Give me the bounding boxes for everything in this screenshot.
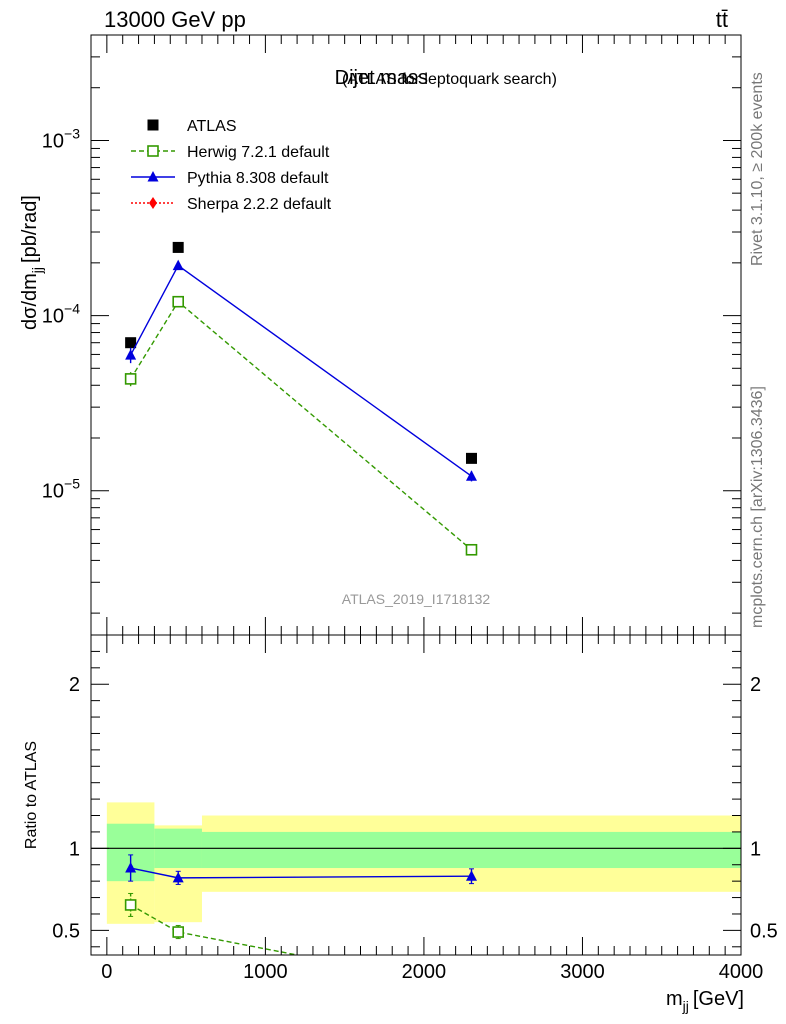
header-energy-label: 13000 GeV pp — [104, 7, 246, 32]
x-title-main: m — [666, 988, 683, 1010]
ratio-data-point — [125, 862, 137, 873]
ratio-plot-frame — [90, 634, 742, 956]
x-tick-label: 2000 — [402, 961, 447, 983]
ratio-y-tick-label-right: 2 — [750, 674, 761, 696]
x-axis-title: mjj [GeV] — [666, 988, 744, 1014]
main-data-point — [172, 259, 184, 271]
ratio-plot-panel: 0.5 0.5 1 1 2 2 0 1000 2000 3000 4000 Ratio to ATL… — [23, 634, 778, 1014]
ratio-data-layer — [124, 854, 477, 956]
y-tick-base: 10 — [42, 130, 64, 152]
main-data-point — [172, 295, 184, 308]
main-axis-ticks: 10−310−410−5 — [42, 34, 742, 635]
analysis-watermark: ATLAS_2019_I1718132 — [342, 591, 491, 607]
ratio-y-tick-label-left: 1 — [69, 838, 80, 860]
main-data-point — [465, 543, 478, 556]
ratio-y-tick-label-left: 0.5 — [52, 920, 80, 942]
y-tick-exponent: −3 — [64, 125, 80, 141]
ratio-data-point — [172, 926, 184, 938]
rivet-version-label: Rivet 3.1.10, ≥ 200k events — [749, 72, 766, 266]
legend-label-sherpa: Sherpa 2.2.2 default — [187, 196, 332, 213]
ratio-uncertainty-bands — [91, 802, 742, 924]
y-title-subscript: jj — [29, 267, 45, 274]
ratio-data-point — [124, 899, 137, 911]
y-tick-label: 10−5 — [42, 476, 80, 503]
y-tick-base: 10 — [42, 306, 64, 328]
y-tick-exponent: −4 — [64, 301, 80, 317]
ratio-y-tick-label-right: 0.5 — [750, 920, 778, 942]
legend-label-atlas: ATLAS — [187, 118, 237, 135]
main-series-line — [130, 300, 472, 551]
main-y-axis-title: dσ/dmjj [pb/rad] — [19, 195, 45, 330]
main-data-point — [125, 337, 137, 349]
main-plot-panel: 10−310−410−5 Dijet mass (ATLAS for lepto… — [19, 34, 742, 636]
x-tick-label: 1000 — [243, 961, 288, 983]
ratio-data-point — [465, 870, 477, 881]
main-data-point — [124, 373, 137, 385]
ratio-series-line — [130, 904, 298, 956]
legend: ATLAS Herwig 7.2.1 default Pythia 8.308 … — [131, 118, 332, 213]
main-data-point — [465, 452, 477, 464]
y-tick-exponent: −5 — [64, 476, 80, 492]
y-tick-label: 10−4 — [42, 301, 80, 328]
legend-label-herwig: Herwig 7.2.1 default — [187, 144, 330, 161]
ratio-axis-ticks: 0.5 0.5 1 1 2 2 0 1000 2000 3000 4000 — [52, 635, 778, 983]
x-tick-label: 3000 — [560, 961, 605, 983]
legend-marker — [147, 119, 159, 131]
chart-subtitle: (ATLAS for leptoquark search) — [342, 71, 557, 88]
x-title-subscript: jj — [682, 998, 689, 1014]
header-process-label: tt̄ — [716, 7, 728, 32]
chart-title: Dijet mass — [335, 67, 428, 89]
legend-marker — [147, 145, 159, 157]
x-tick-label: 4000 — [719, 961, 764, 983]
y-tick-base: 10 — [42, 481, 64, 503]
main-data-point — [125, 349, 137, 360]
ratio-y-axis-title: Ratio to ATLAS — [23, 741, 40, 849]
mcplots-reference-label: mcplots.cern.ch [arXiv:1306.3436] — [749, 386, 766, 628]
legend-marker — [149, 197, 157, 209]
inner-band — [201, 831, 742, 869]
main-data-point — [172, 241, 184, 253]
y-title-unit: [pb/rad] — [19, 195, 41, 263]
ratio-y-tick-label-left: 2 — [69, 674, 80, 696]
x-title-unit: [GeV] — [693, 988, 744, 1010]
y-title-text: dσ/dmjj [pb/rad] — [19, 195, 45, 330]
ratio-y-tick-label-right: 1 — [750, 838, 761, 860]
y-tick-label: 10−3 — [42, 125, 80, 152]
ratio-data-point — [172, 871, 184, 883]
legend-marker — [147, 171, 159, 182]
main-data-layer — [124, 241, 478, 556]
legend-label-pythia: Pythia 8.308 default — [187, 170, 329, 187]
main-data-point — [465, 470, 477, 481]
x-tick-label: 0 — [101, 961, 112, 983]
y-title-main: dσ/dm — [19, 273, 41, 330]
